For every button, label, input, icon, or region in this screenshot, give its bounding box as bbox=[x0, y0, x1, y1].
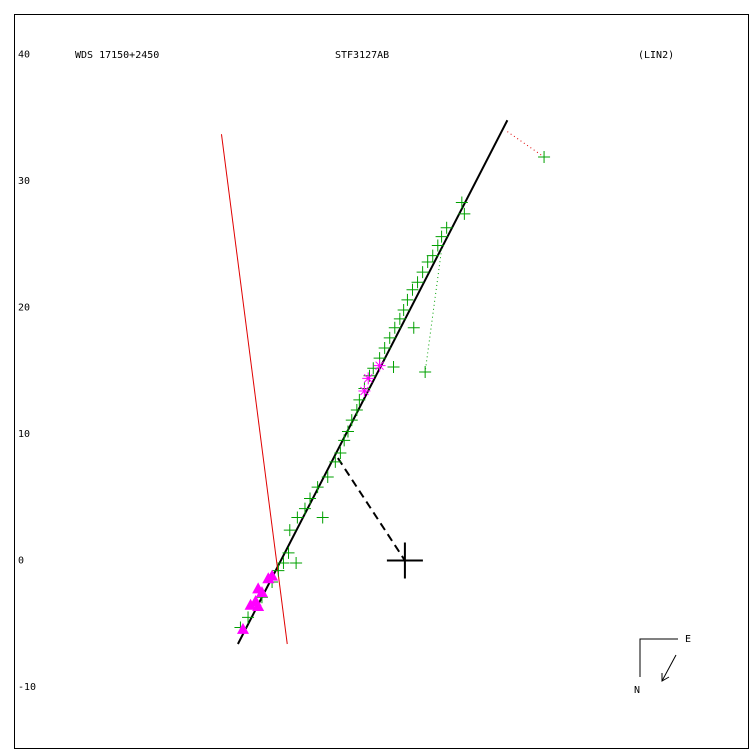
point bbox=[538, 150, 551, 163]
point bbox=[341, 425, 354, 438]
point bbox=[387, 360, 400, 373]
point bbox=[277, 557, 290, 570]
compass-axes bbox=[639, 638, 678, 677]
point bbox=[416, 266, 429, 279]
point bbox=[345, 414, 358, 427]
point bbox=[386, 542, 423, 579]
point bbox=[435, 230, 448, 243]
y-tick-label: 40 bbox=[18, 49, 30, 60]
point bbox=[252, 600, 265, 612]
point bbox=[440, 221, 453, 234]
point bbox=[290, 557, 303, 570]
fit-line bbox=[237, 119, 509, 645]
point bbox=[421, 255, 434, 268]
y-tick-label: 20 bbox=[18, 302, 30, 313]
point bbox=[236, 622, 249, 634]
point bbox=[242, 611, 255, 624]
annotation: WDS 17150+2450 bbox=[75, 50, 159, 61]
point bbox=[350, 403, 363, 416]
y-tick-label: 10 bbox=[18, 429, 30, 440]
fit-line bbox=[424, 249, 443, 373]
point bbox=[426, 249, 439, 262]
point bbox=[378, 341, 391, 354]
point bbox=[383, 331, 396, 344]
point bbox=[358, 384, 371, 397]
point bbox=[291, 511, 304, 524]
y-tick-label: -10 bbox=[18, 682, 36, 693]
point bbox=[334, 446, 347, 459]
point bbox=[353, 393, 366, 406]
compass-label: E bbox=[685, 634, 691, 645]
chart-title: STF3127AB bbox=[335, 50, 389, 61]
point bbox=[401, 293, 414, 306]
point bbox=[298, 502, 311, 515]
point bbox=[266, 569, 279, 581]
point bbox=[373, 359, 386, 372]
compass-label: N bbox=[634, 685, 640, 696]
point bbox=[338, 434, 351, 447]
point bbox=[407, 321, 420, 334]
point bbox=[321, 471, 334, 484]
point bbox=[316, 511, 329, 524]
compass-arrowhead bbox=[661, 673, 670, 682]
fit-line bbox=[337, 457, 406, 562]
point bbox=[311, 481, 324, 494]
point bbox=[455, 196, 468, 209]
plot-frame bbox=[14, 14, 749, 749]
point bbox=[272, 564, 285, 577]
point bbox=[283, 524, 296, 537]
compass-arrow bbox=[661, 654, 677, 682]
y-tick-label: 30 bbox=[18, 176, 30, 187]
point bbox=[388, 321, 401, 334]
fit-line bbox=[220, 134, 288, 645]
point bbox=[431, 239, 444, 252]
point bbox=[362, 372, 375, 385]
point bbox=[406, 283, 419, 296]
point bbox=[252, 582, 265, 594]
fit-line bbox=[507, 131, 545, 158]
compass: E N bbox=[634, 634, 691, 696]
y-tick-label: 0 bbox=[18, 556, 24, 567]
point bbox=[411, 276, 424, 289]
point bbox=[329, 455, 342, 468]
point bbox=[419, 366, 432, 379]
annotation: (LIN2) bbox=[638, 50, 674, 61]
point bbox=[393, 312, 406, 325]
point bbox=[282, 546, 295, 559]
point bbox=[458, 207, 471, 220]
point bbox=[397, 304, 410, 317]
point bbox=[304, 492, 317, 505]
